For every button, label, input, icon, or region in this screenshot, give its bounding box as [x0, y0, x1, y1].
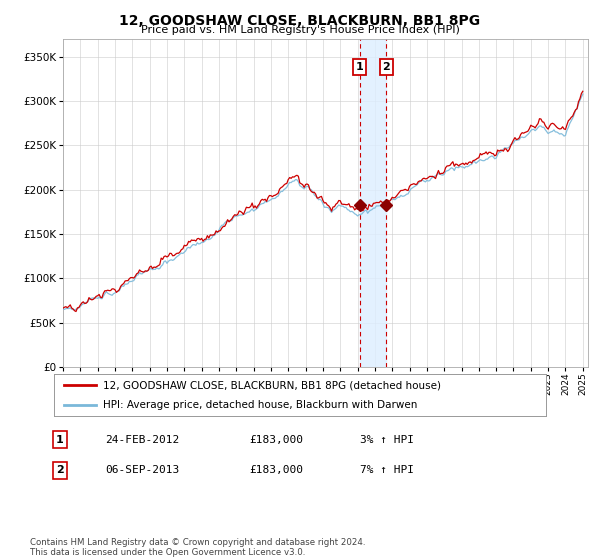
Text: 1: 1 [56, 435, 64, 445]
Text: 06-SEP-2013: 06-SEP-2013 [105, 465, 179, 475]
Text: 12, GOODSHAW CLOSE, BLACKBURN, BB1 8PG: 12, GOODSHAW CLOSE, BLACKBURN, BB1 8PG [119, 14, 481, 28]
Text: HPI: Average price, detached house, Blackburn with Darwen: HPI: Average price, detached house, Blac… [103, 400, 418, 410]
Text: 1: 1 [356, 62, 364, 72]
Bar [359, 39, 386, 367]
Text: 2: 2 [56, 465, 64, 475]
Text: 3% ↑ HPI: 3% ↑ HPI [360, 435, 414, 445]
Text: £183,000: £183,000 [249, 465, 303, 475]
Text: 24-FEB-2012: 24-FEB-2012 [105, 435, 179, 445]
Text: Price paid vs. HM Land Registry's House Price Index (HPI): Price paid vs. HM Land Registry's House … [140, 25, 460, 35]
Text: 12, GOODSHAW CLOSE, BLACKBURN, BB1 8PG (detached house): 12, GOODSHAW CLOSE, BLACKBURN, BB1 8PG (… [103, 380, 441, 390]
Text: Contains HM Land Registry data © Crown copyright and database right 2024.
This d: Contains HM Land Registry data © Crown c… [30, 538, 365, 557]
Text: 2: 2 [383, 62, 391, 72]
Text: £183,000: £183,000 [249, 435, 303, 445]
Text: 7% ↑ HPI: 7% ↑ HPI [360, 465, 414, 475]
